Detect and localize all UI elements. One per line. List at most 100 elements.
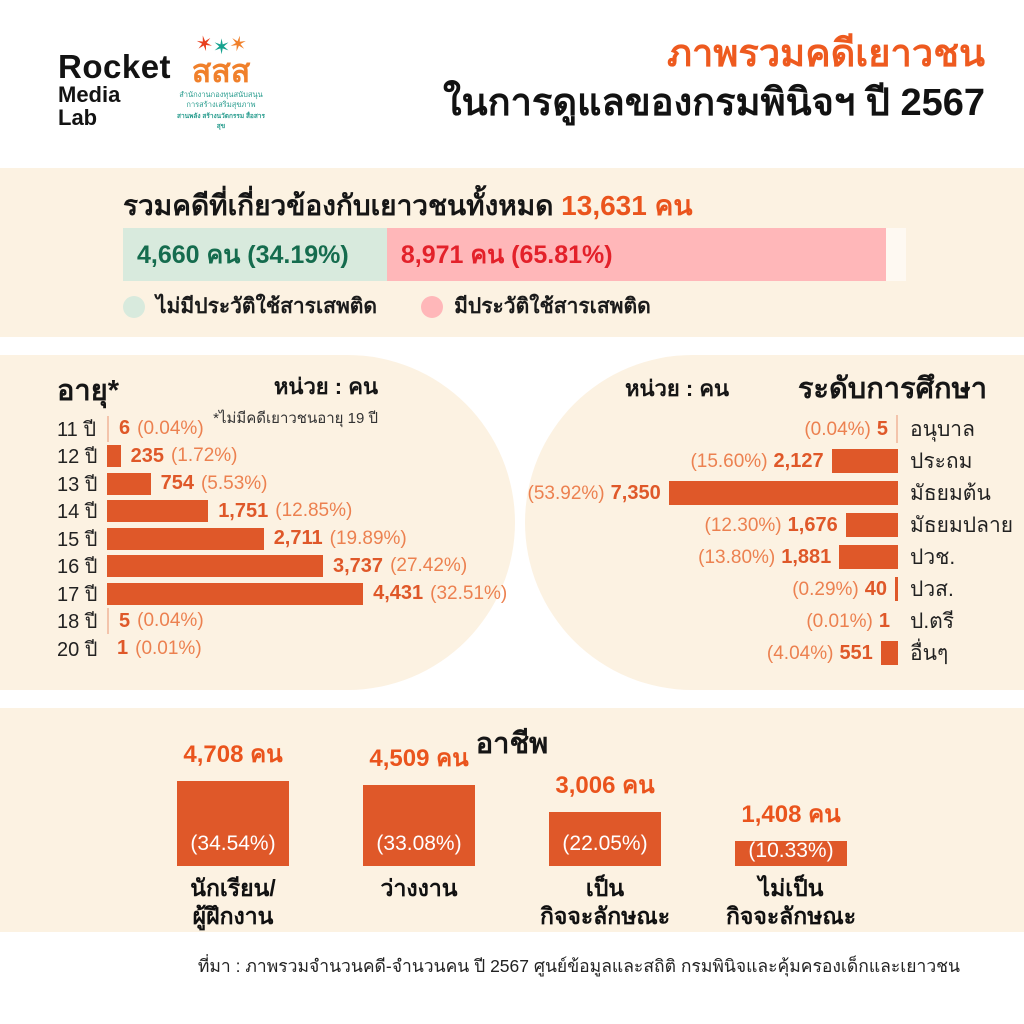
age-chart-panel: อายุ* หน่วย : คน *ไม่มีคดีเยาวชนอายุ 19 … <box>0 355 515 690</box>
education-value: 40 <box>864 577 887 600</box>
bar <box>107 500 209 523</box>
sss-tagline: สานพลัง สร้างนวัตกรรม สื่อสารสุข <box>177 113 265 131</box>
bar <box>107 555 323 578</box>
sss-logo: ✶✶✶ สสส สำนักงานกองทุนสนับสนุน การสร้างเ… <box>173 32 269 131</box>
education-chart-unit: หน่วย : คน <box>625 376 730 401</box>
age-value: 4,431 <box>373 582 424 605</box>
education-value: 1,676 <box>787 513 838 536</box>
age-value: 5 <box>119 609 131 632</box>
occupation-category-label: เป็น กิจจะลักษณะ <box>504 874 706 930</box>
education-values: (15.60%) 2,127 <box>690 450 823 473</box>
education-category-label: มัธยมปลาย <box>910 513 1014 537</box>
age-chart-title: อายุ* <box>57 375 119 407</box>
occupation-category-label: ว่างงาน <box>318 874 520 902</box>
bar <box>839 545 898 569</box>
bar <box>107 582 364 605</box>
education-values: (13.80%) 1,881 <box>698 546 831 569</box>
occupation-category-line: กิจจะลักษณะ <box>725 903 857 930</box>
bar <box>895 577 898 601</box>
education-values: (12.30%) 1,676 <box>705 514 838 537</box>
education-row: (4.04%) 551 อื่นๆ <box>539 637 1024 669</box>
education-percent: (53.92%) <box>527 482 605 504</box>
education-row: (15.60%) 2,127 ประถม <box>539 445 1024 477</box>
education-row: (53.92%) 7,350 มัธยมต้น <box>528 477 1024 509</box>
age-value: 1,751 <box>218 499 269 522</box>
education-percent: (15.60%) <box>690 450 768 472</box>
education-chart-title: ระดับการศึกษา <box>797 373 987 405</box>
summary-panel: รวมคดีที่เกี่ยวข้องกับเยาวชนทั้งหมด 13,6… <box>0 168 1024 337</box>
education-row: (0.29%) 40 ปวส. <box>539 573 1024 605</box>
education-percent: (0.29%) <box>792 578 859 600</box>
legend-label: ไม่มีประวัติใช้สารเสพติด <box>156 295 378 318</box>
age-category-label: 15 ปี <box>57 528 98 551</box>
bar <box>107 527 264 550</box>
substance-legend: ไม่มีประวัติใช้สารเสพติด มีประวัติใช้สาร… <box>123 290 651 323</box>
occupation-category-label: นักเรียน/ผู้ฝึกงาน <box>132 874 334 930</box>
education-values: (4.04%) 551 <box>767 642 873 665</box>
education-values: (0.01%) 1 <box>806 610 890 633</box>
age-value: 1 <box>117 637 129 660</box>
age-percent: (0.01%) <box>135 637 202 659</box>
logo-line: Media <box>58 82 121 107</box>
drug-history-segment: 8,971 คน (65.81%) <box>386 228 887 281</box>
age-chart-unit: หน่วย : คน *ไม่มีคดีเยาวชนอายุ 19 ปี <box>213 369 378 430</box>
education-category-label: ปวช. <box>910 545 956 569</box>
occupation-category-line: นักเรียน/ <box>190 875 276 901</box>
education-row: (12.30%) 1,676 มัธยมปลาย <box>539 509 1024 541</box>
age-percent: (32.51%) <box>430 582 508 604</box>
summary-total-value: 13,631 คน <box>561 190 693 221</box>
legend-dot-green <box>123 295 145 318</box>
page-title: ภาพรวมคดีเยาวชน ในการดูแลของกรมพินิจฯ ปี… <box>443 30 985 129</box>
logo-line: Rocket <box>58 48 172 85</box>
education-value: 551 <box>839 641 873 664</box>
age-category-label: 20 ปี <box>57 638 98 661</box>
age-category-label: 14 ปี <box>57 501 98 524</box>
age-value: 3,737 <box>333 554 384 577</box>
bar <box>107 445 121 468</box>
logo-line: Lab <box>58 105 98 131</box>
rocket-media-lab-logo: Rocket Media Lab <box>58 50 171 129</box>
education-values: (53.92%) 7,350 <box>528 482 661 505</box>
sss-subtitle: สำนักงานกองทุนสนับสนุน การสร้างเสริมสุขภ… <box>173 90 269 110</box>
occupation-percent: (34.54%) <box>190 832 276 855</box>
age-percent: (19.89%) <box>329 527 407 549</box>
education-category-label: ป.ตรี <box>910 609 955 633</box>
occupation-percent: (10.33%) <box>748 839 834 863</box>
occupation-bar: (22.05%) <box>549 811 661 866</box>
age-category-label: 11 ปี <box>57 418 97 441</box>
age-value: 235 <box>130 444 164 467</box>
bar <box>845 513 898 537</box>
summary-heading: รวมคดีที่เกี่ยวข้องกับเยาวชนทั้งหมด 13,6… <box>123 184 692 228</box>
age-row: 13 ปี 754 (5.53%) <box>57 470 509 498</box>
education-category-label: อนุบาล <box>910 417 975 441</box>
bar <box>107 472 151 495</box>
education-percent: (12.30%) <box>704 514 782 536</box>
sss-subtitle-line1: สำนักงานกองทุนสนับสนุน <box>179 89 263 99</box>
education-value: 1,881 <box>781 545 832 568</box>
sss-wordmark: สสส <box>191 52 251 89</box>
age-category-label: 12 ปี <box>57 446 98 469</box>
substance-stacked-bar: 4,660 คน (34.19%) 8,971 คน (65.81%) <box>123 228 906 281</box>
occupation-category-line: ผู้ฝึกงาน <box>192 903 274 930</box>
legend-label: มีประวัติใช้สารเสพติด <box>454 295 651 318</box>
education-chart-panel: หน่วย : คน ระดับการศึกษา (0.04%) 5 อนุบาล (… <box>525 355 1024 690</box>
education-percent: (4.04%) <box>766 642 834 664</box>
age-percent: (0.04%) <box>137 417 204 439</box>
education-percent: (0.01%) <box>806 610 873 632</box>
age-row: 12 ปี 235 (1.72%) <box>57 443 509 471</box>
no-drug-history-segment: 4,660 คน (34.19%) <box>123 228 387 281</box>
occupation-column: 4,708 คน (34.54%) นักเรียน/ผู้ฝึกงาน <box>140 708 326 932</box>
education-values: (0.04%) 5 <box>804 418 888 441</box>
age-value: 754 <box>160 472 194 495</box>
occupation-bar: (33.08%) <box>363 784 475 866</box>
education-row: (13.80%) 1,881 ปวช. <box>539 541 1024 573</box>
education-percent: (13.80%) <box>698 546 776 568</box>
age-percent: (1.72%) <box>170 445 238 467</box>
bar <box>831 449 898 473</box>
occupation-value: 1,408 คน <box>741 800 841 828</box>
occupation-chart-title: อาชีพ <box>475 728 549 760</box>
occupation-value: 4,708 คน <box>183 741 283 769</box>
education-values: (0.29%) 40 <box>792 578 887 601</box>
bar <box>107 415 109 442</box>
